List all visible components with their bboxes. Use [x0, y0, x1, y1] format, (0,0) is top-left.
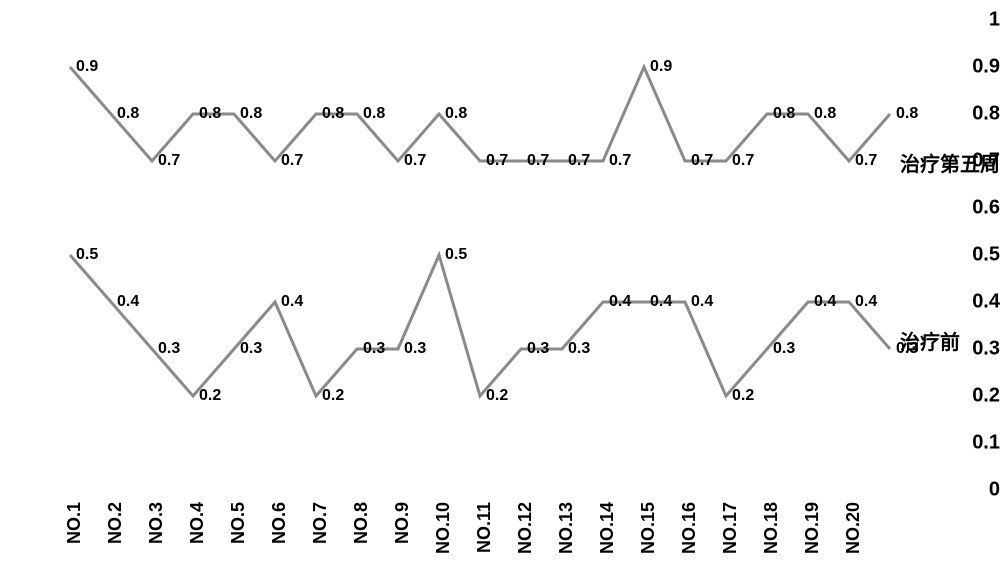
- data-point-label: 0.4: [609, 293, 631, 311]
- data-point-label: 0.4: [855, 293, 877, 311]
- data-point-label: 0.2: [486, 387, 508, 405]
- data-point-label: 0.3: [404, 340, 426, 358]
- data-point-label: 0.7: [281, 152, 303, 170]
- x-tick-label: NO.4: [187, 502, 208, 544]
- data-point-label: 0.4: [117, 293, 139, 311]
- data-point-label: 0.8: [814, 105, 836, 123]
- data-point-label: 0.7: [691, 152, 713, 170]
- data-point-label: 0.8: [363, 105, 385, 123]
- x-tick-label: NO.8: [351, 502, 372, 544]
- x-tick-label: NO.6: [269, 502, 290, 544]
- x-tick-label: NO.14: [597, 502, 618, 554]
- y-tick-label: 0.5: [942, 244, 1000, 267]
- data-point-label: 0.3: [363, 340, 385, 358]
- series-line: [70, 67, 890, 161]
- data-point-label: 0.7: [732, 152, 754, 170]
- data-point-label: 0.2: [199, 387, 221, 405]
- data-point-label: 0.7: [527, 152, 549, 170]
- y-tick-label: 0.2: [942, 385, 1000, 408]
- x-tick-label: NO.1: [64, 502, 85, 544]
- data-point-label: 0.3: [527, 340, 549, 358]
- y-tick-label: 0.6: [942, 197, 1000, 220]
- line-chart: 0 0.1 0.2 0.3 0.4 0.5 0.6 0.7 0.8 0.9 1 NO.1 NO.2 NO.…: [0, 0, 1000, 579]
- series-name-label: 治疗第五周: [900, 148, 1000, 177]
- data-point-label: 0.2: [732, 387, 754, 405]
- x-tick-label: NO.18: [761, 502, 782, 554]
- data-point-label: 0.4: [814, 293, 836, 311]
- data-point-label: 0.3: [240, 340, 262, 358]
- data-point-label: 0.7: [568, 152, 590, 170]
- data-point-label: 0.9: [76, 58, 98, 76]
- x-tick-label: NO.11: [474, 502, 495, 553]
- x-tick-label: NO.13: [556, 502, 577, 554]
- x-tick-label: NO.20: [843, 502, 864, 554]
- x-tick-label: NO.17: [720, 502, 741, 554]
- y-tick-label: 0.8: [942, 103, 1000, 126]
- y-tick-label: 0.9: [942, 56, 1000, 79]
- x-tick-label: NO.5: [228, 502, 249, 544]
- x-tick-label: NO.10: [433, 502, 454, 554]
- x-tick-label: NO.19: [802, 502, 823, 554]
- x-tick-label: NO.12: [515, 502, 536, 554]
- data-point-label: 0.7: [404, 152, 426, 170]
- y-tick-label: 0: [942, 479, 1000, 502]
- data-point-label: 0.5: [76, 246, 98, 264]
- series-line: [70, 255, 890, 396]
- data-point-label: 0.8: [117, 105, 139, 123]
- data-point-label: 0.2: [322, 387, 344, 405]
- data-point-label: 0.8: [199, 105, 221, 123]
- y-tick-label: 0.4: [942, 291, 1000, 314]
- data-point-label: 0.8: [896, 105, 918, 123]
- x-tick-label: NO.7: [310, 502, 331, 544]
- x-tick-label: NO.15: [638, 502, 659, 554]
- data-point-label: 0.7: [158, 152, 180, 170]
- x-tick-label: NO.16: [679, 502, 700, 554]
- data-point-label: 0.4: [650, 293, 672, 311]
- data-point-label: 0.8: [773, 105, 795, 123]
- data-point-label: 0.8: [445, 105, 467, 123]
- data-point-label: 0.8: [322, 105, 344, 123]
- data-point-label: 0.4: [691, 293, 713, 311]
- data-point-label: 0.5: [445, 246, 467, 264]
- data-point-label: 0.7: [855, 152, 877, 170]
- y-tick-label: 0.1: [942, 432, 1000, 455]
- x-tick-label: NO.3: [146, 502, 167, 544]
- data-point-label: 0.9: [650, 58, 672, 76]
- data-point-label: 0.8: [240, 105, 262, 123]
- plot-svg: [0, 0, 1000, 579]
- series-name-label: 治疗前: [900, 326, 960, 355]
- x-tick-label: NO.9: [392, 502, 413, 544]
- data-point-label: 0.3: [158, 340, 180, 358]
- data-point-label: 0.3: [568, 340, 590, 358]
- y-tick-label: 1: [942, 9, 1000, 32]
- data-point-label: 0.7: [609, 152, 631, 170]
- data-point-label: 0.4: [281, 293, 303, 311]
- data-point-label: 0.7: [486, 152, 508, 170]
- data-point-label: 0.3: [773, 340, 795, 358]
- x-tick-label: NO.2: [105, 502, 126, 544]
